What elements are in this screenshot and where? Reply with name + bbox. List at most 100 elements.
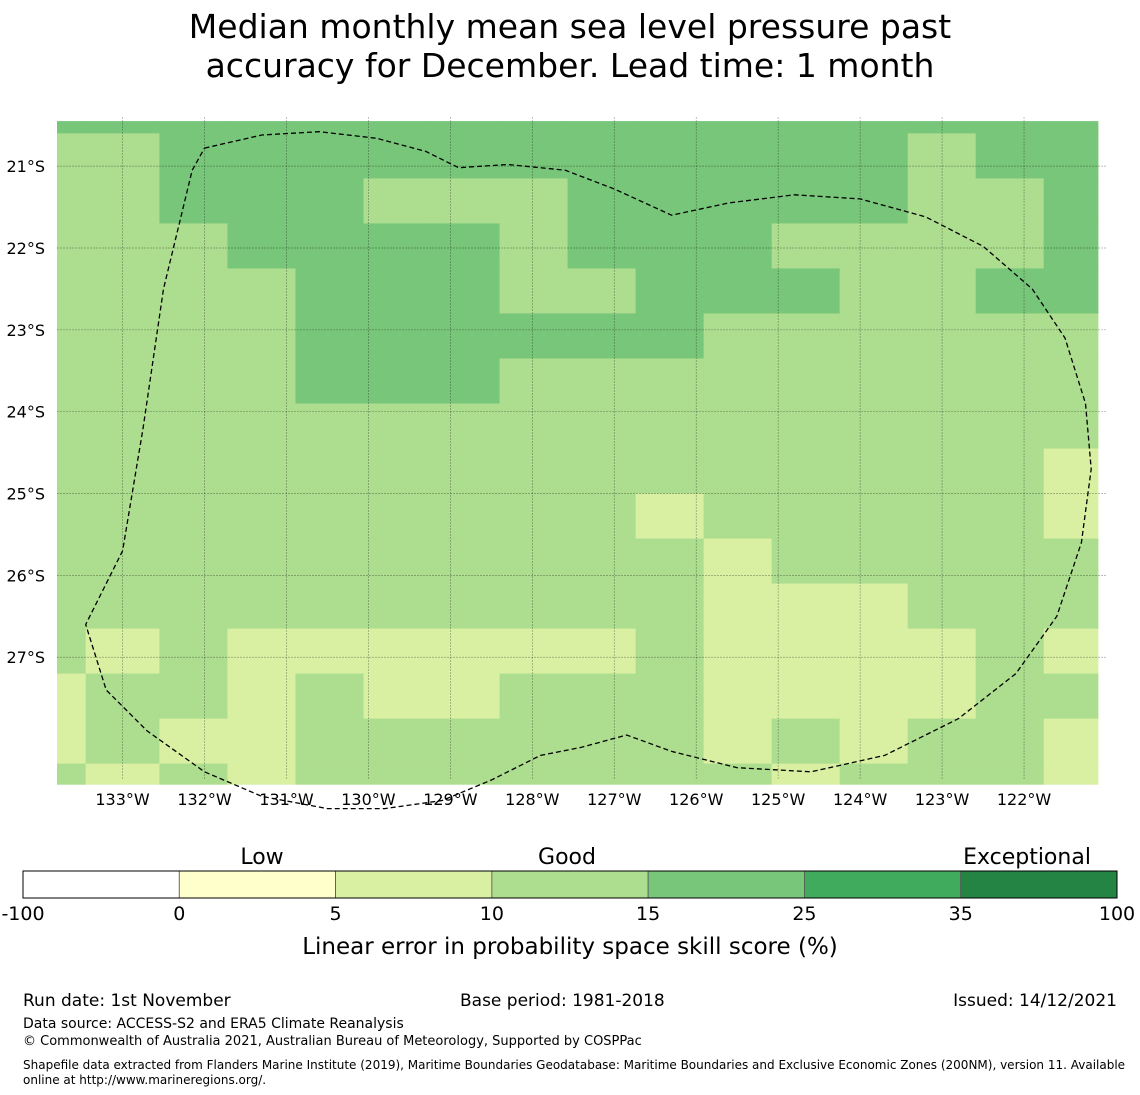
y-tick-label: 25°S (6, 485, 45, 504)
heatmap-cell (567, 673, 637, 720)
heatmap-cell (1043, 718, 1099, 765)
heatmap-cell (567, 718, 637, 765)
colorbar-tick-label: 35 (949, 903, 973, 925)
heatmap-cell (227, 763, 297, 785)
heatmap-cell (771, 538, 841, 585)
heatmap-cell (227, 448, 297, 495)
heatmap-cell (839, 583, 909, 630)
heatmap-cell (85, 763, 161, 785)
heatmap-cell (85, 448, 161, 495)
y-tick-label: 24°S (6, 403, 45, 422)
heatmap-cell (57, 223, 87, 270)
heatmap-cell (363, 628, 433, 675)
heatmap-cell (227, 313, 297, 360)
heatmap-cell (159, 538, 229, 585)
heatmap-cell (635, 538, 705, 585)
heatmap-cell (499, 223, 569, 270)
heatmap-cell (703, 223, 773, 270)
heatmap-cell (499, 268, 569, 315)
heatmap-cell (703, 121, 773, 134)
colorbar-segment (22, 870, 180, 899)
heatmap-cell (363, 358, 433, 405)
heatmap-cell (839, 223, 909, 270)
x-tick-label: 124°W (833, 790, 888, 809)
heatmap-cell (227, 133, 297, 179)
colorbar-tick-label: 0 (173, 903, 185, 925)
heatmap-cell (771, 628, 841, 675)
heatmap-cell (57, 121, 87, 134)
heatmap-cell (567, 358, 637, 405)
heatmap-cell (57, 268, 87, 315)
heatmap-cell (703, 583, 773, 630)
heatmap-cell (907, 358, 977, 405)
heatmap-cell (499, 121, 569, 134)
heatmap-cell (907, 628, 977, 675)
heatmap-cell (907, 313, 977, 360)
colorbar-segment (491, 870, 649, 899)
y-tick-label: 27°S (6, 648, 45, 667)
heatmap-cell (907, 538, 977, 585)
heatmap-cell (363, 313, 433, 360)
heatmap-cell (85, 133, 161, 179)
heatmap-cell (771, 358, 841, 405)
heatmap-cell (907, 763, 977, 785)
heatmap-cell (839, 133, 909, 179)
heatmap-cell (295, 673, 365, 720)
heatmap-cell (227, 538, 297, 585)
heatmap-cell (295, 718, 365, 765)
heatmap-cell (975, 121, 1045, 134)
heatmap-cell (907, 403, 977, 450)
heatmap-cell (159, 358, 229, 405)
heatmap-cell (839, 718, 909, 765)
heatmap-cell (567, 763, 637, 785)
heatmap-cell (295, 178, 365, 225)
heatmap-cell (159, 628, 229, 675)
heatmap-cell (295, 448, 365, 495)
heatmap-cell (85, 121, 161, 134)
heatmap-cell (635, 313, 705, 360)
heatmap-cell (771, 403, 841, 450)
heatmap-cell (635, 121, 705, 134)
heatmap-cell (85, 583, 161, 630)
heatmap-cell (1043, 763, 1099, 785)
heatmap-cell (703, 448, 773, 495)
heatmap-cell (703, 313, 773, 360)
heatmap-cell (159, 133, 229, 179)
heatmap-cell (703, 358, 773, 405)
heatmap-cell (431, 763, 501, 785)
heatmap-cell (363, 763, 433, 785)
x-tick-label: 132°W (177, 790, 232, 809)
heatmap-cell (431, 403, 501, 450)
heatmap-cell (295, 628, 365, 675)
heatmap-cell (431, 268, 501, 315)
heatmap-cell (363, 403, 433, 450)
heatmap-cell (85, 313, 161, 360)
heatmap-cell (363, 268, 433, 315)
heatmap-cell (1043, 133, 1099, 179)
heatmap-cell (431, 133, 501, 179)
heatmap-cell (227, 493, 297, 540)
heatmap-cell (975, 448, 1045, 495)
heatmap-cell (635, 763, 705, 785)
heatmap-cell (227, 628, 297, 675)
heatmap-cell (499, 628, 569, 675)
heatmap-cell (159, 448, 229, 495)
heatmap-cell (635, 223, 705, 270)
heatmap-cell (567, 178, 637, 225)
heatmap-cell (159, 493, 229, 540)
heatmap-cell (839, 358, 909, 405)
heatmap-cell (1043, 628, 1099, 675)
heatmap-cell (975, 133, 1045, 179)
heatmap-cell (363, 718, 433, 765)
colorbar-category-label: Low (240, 845, 283, 870)
heatmap-cell (975, 358, 1045, 405)
heatmap-cell (567, 628, 637, 675)
colorbar-category-label: Good (538, 845, 596, 870)
heatmap-cell (227, 268, 297, 315)
colorbar-segment (335, 870, 493, 899)
heatmap-cell (431, 223, 501, 270)
heatmap-cell (567, 268, 637, 315)
heatmap-cell (227, 718, 297, 765)
heatmap-cell (363, 448, 433, 495)
